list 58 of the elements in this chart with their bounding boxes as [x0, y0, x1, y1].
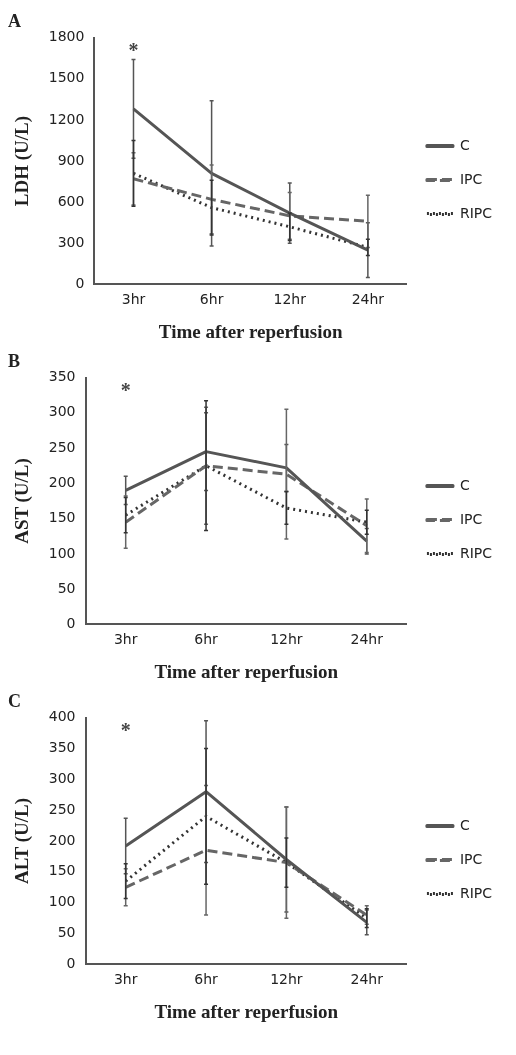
x-tick-label: 12hr	[270, 631, 303, 648]
y-tick-label: 0	[66, 955, 76, 972]
x-tick-label: 3hr	[113, 631, 138, 648]
x-tick-label: 24hr	[350, 631, 384, 648]
y-tick-label: 200	[48, 474, 76, 491]
legend-label: IPC	[459, 170, 483, 187]
y-tick-label: 900	[57, 151, 85, 168]
x-tick-label: 6hr	[194, 971, 219, 988]
legend-label: RIPC	[459, 204, 493, 221]
y-tick-label: 100	[48, 544, 76, 561]
annotation: *	[128, 38, 139, 61]
y-tick-label: 0	[75, 275, 85, 292]
annotation: *	[120, 718, 131, 741]
legend-label: C	[459, 816, 470, 833]
y-tick-label: 300	[48, 403, 76, 420]
y-tick-label: 100	[48, 893, 76, 910]
x-tick-label: 3hr	[113, 971, 138, 988]
y-tick-label: 600	[57, 192, 85, 209]
y-tick-label: 150	[48, 862, 76, 879]
legend-label: RIPC	[459, 884, 493, 901]
legend-label: IPC	[459, 510, 483, 527]
y-axis-title: LDH (U/L)	[11, 115, 34, 207]
y-tick-label: 300	[57, 233, 85, 250]
y-axis-title: ALT (U/L)	[11, 797, 34, 885]
y-tick-label: 250	[48, 438, 76, 455]
x-axis-title: Time after reperfusion	[158, 320, 343, 342]
legend-label: C	[459, 136, 470, 153]
legend-label: IPC	[459, 850, 483, 867]
chart-title: B	[8, 351, 21, 372]
chart-title: C	[8, 691, 21, 712]
y-tick-label: 50	[57, 579, 76, 596]
y-tick-label: 150	[48, 509, 76, 526]
y-tick-label: 350	[48, 368, 76, 385]
y-tick-label: 0	[66, 615, 76, 632]
legend-label: C	[459, 476, 470, 493]
y-tick-label: 300	[48, 769, 76, 786]
y-tick-label: 1500	[48, 69, 85, 86]
x-axis-title: Time after reperfusion	[154, 1000, 339, 1022]
x-tick-label: 6hr	[199, 291, 224, 308]
y-tick-label: 50	[57, 924, 76, 941]
x-axis-title: Time after reperfusion	[154, 660, 339, 682]
x-tick-label: 12hr	[273, 291, 307, 308]
y-tick-label: 1800	[48, 28, 85, 45]
x-tick-label: 6hr	[194, 631, 219, 648]
x-tick-label: 3hr	[121, 291, 146, 308]
legend-label: RIPC	[459, 544, 493, 561]
y-tick-label: 200	[48, 831, 76, 848]
chart-title: A	[8, 11, 21, 32]
annotation: *	[120, 378, 131, 401]
y-tick-label: 400	[48, 708, 76, 725]
y-tick-label: 250	[48, 800, 76, 817]
y-axis-title: AST (U/L)	[11, 458, 34, 544]
x-tick-label: 24hr	[350, 971, 384, 988]
y-tick-label: 350	[48, 739, 76, 756]
y-tick-label: 1200	[48, 110, 85, 127]
x-tick-label: 12hr	[270, 971, 303, 988]
line-series	[124, 848, 369, 917]
x-tick-label: 24hr	[351, 291, 385, 308]
